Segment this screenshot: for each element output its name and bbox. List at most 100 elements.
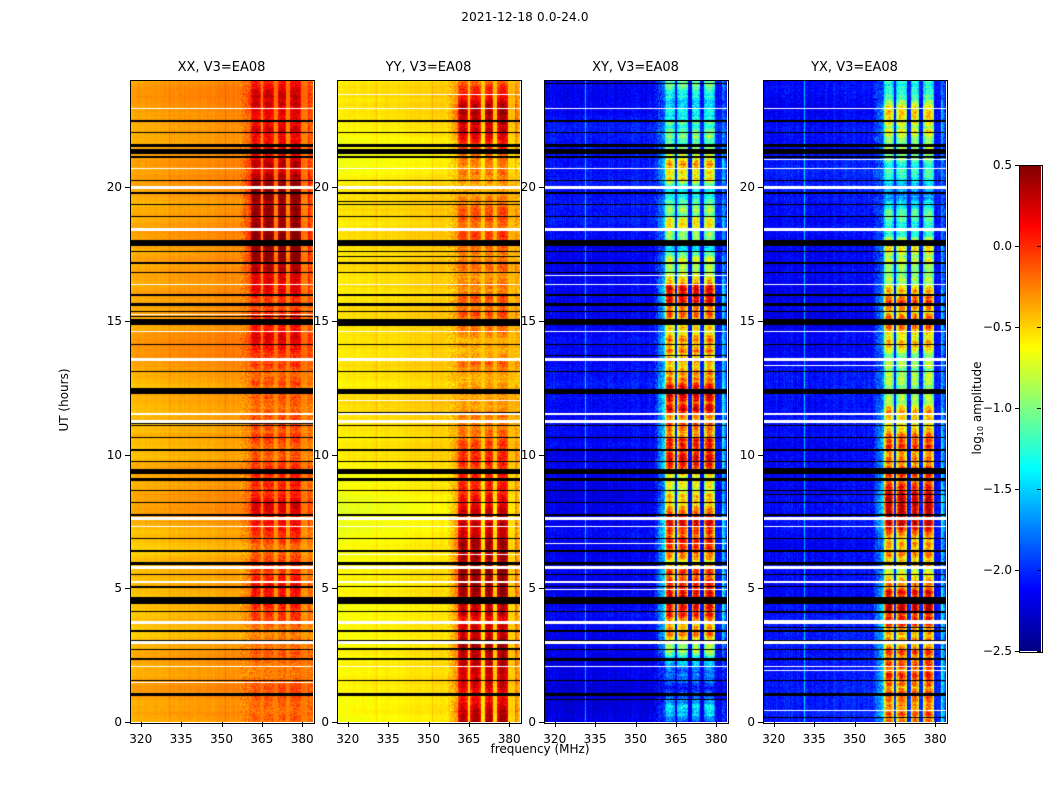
- x-tick-label: 380: [704, 732, 728, 746]
- colorbar-tick: [1015, 408, 1019, 409]
- y-tick: [125, 454, 130, 456]
- panel-yx[interactable]: YX, V3=EA08 320 335 350 365 380 0 5 10 15 20: [740, 60, 948, 746]
- colorbar-tick-label: −1.5: [982, 482, 1012, 496]
- x-axis-label: frequency (MHz): [490, 742, 590, 756]
- x-tick: [716, 722, 718, 727]
- y-tick: [758, 454, 763, 456]
- colorbar-tick-label: −2.5: [982, 644, 1012, 658]
- y-tick-label: 20: [313, 180, 329, 194]
- y-tick-label: 20: [739, 180, 755, 194]
- x-tick-label: 350: [624, 732, 647, 746]
- y-tick-label: 0: [321, 715, 329, 729]
- x-tick-label: 380: [923, 732, 947, 746]
- x-tick-label: 320: [129, 732, 153, 746]
- colorbar-label-prefix: log: [970, 436, 984, 455]
- x-tick-label: 320: [336, 732, 360, 746]
- colorbar-label-suffix: amplitude: [970, 361, 984, 426]
- x-tick: [388, 722, 390, 727]
- colorbar-tick-label: −0.5: [982, 320, 1012, 334]
- y-tick-label: 5: [321, 581, 329, 596]
- y-tick-label: 15: [739, 313, 755, 328]
- y-tick: [332, 320, 337, 322]
- y-tick-label: 20: [106, 180, 122, 194]
- colorbar-tick: [1015, 570, 1019, 571]
- heatmap-yx: [763, 80, 946, 722]
- figure-suptitle: 2021-12-18 0.0-24.0: [461, 10, 589, 24]
- y-tick: [539, 588, 544, 590]
- colorbar-tick-inner: [1037, 651, 1041, 652]
- x-tick-label: 320: [543, 732, 567, 746]
- x-tick-label: 350: [843, 732, 866, 746]
- colorbar-tick-inner: [1037, 165, 1041, 166]
- y-tick-label: 0: [747, 715, 755, 729]
- y-tick-label: 15: [313, 313, 329, 328]
- x-tick: [468, 722, 470, 727]
- y-tick-label: 0: [114, 715, 122, 729]
- y-tick-label: 20: [520, 180, 536, 194]
- x-tick-label: 350: [417, 732, 440, 746]
- x-tick: [181, 722, 183, 727]
- x-tick: [140, 722, 142, 727]
- panel-xx[interactable]: XX, V3=EA08 320 335 350 365 380 0 5 10 15 20: [107, 60, 315, 746]
- colorbar-tick: [1015, 489, 1019, 490]
- x-tick-label: 365: [664, 732, 688, 746]
- colorbar[interactable]: −2.5 −2.0 −1.5 −1.0 −0.5 0.0 0.5: [983, 158, 1043, 658]
- colorbar-tick-label: 0.0: [992, 239, 1012, 253]
- colorbar-label-subscript: 10: [976, 425, 985, 437]
- colorbar-tick-label: −1.0: [982, 401, 1012, 415]
- y-tick-label: 5: [114, 581, 122, 596]
- x-tick: [595, 722, 597, 727]
- x-tick: [635, 722, 637, 727]
- x-tick: [509, 722, 511, 727]
- x-tick: [347, 722, 349, 727]
- heatmap-xx: [130, 80, 313, 722]
- y-tick: [332, 588, 337, 590]
- y-tick-label: 10: [313, 447, 329, 462]
- y-tick: [758, 722, 763, 723]
- y-tick: [539, 320, 544, 322]
- panel-title-xx: XX, V3=EA08: [177, 60, 266, 75]
- colorbar-tick-inner: [1037, 489, 1041, 490]
- y-tick: [332, 454, 337, 456]
- x-tick: [894, 722, 896, 727]
- x-tick: [854, 722, 856, 727]
- x-tick: [428, 722, 430, 727]
- x-tick: [675, 722, 677, 727]
- x-tick: [221, 722, 223, 727]
- y-tick-label: 5: [747, 581, 755, 596]
- y-tick: [332, 187, 337, 188]
- y-axis-label: UT (hours): [57, 368, 71, 432]
- y-tick: [332, 722, 337, 723]
- heatmap-xy: [544, 80, 727, 722]
- y-tick: [758, 588, 763, 590]
- y-tick: [539, 454, 544, 456]
- y-tick: [125, 320, 130, 322]
- panel-title-yy: YY, V3=EA08: [385, 60, 472, 75]
- y-tick-label: 15: [520, 313, 536, 328]
- panel-yy[interactable]: YY, V3=EA08 320 335 350 365 380 0 5 10 15 20: [314, 60, 522, 746]
- colorbar-tick: [1015, 651, 1019, 652]
- y-tick: [539, 187, 544, 188]
- y-tick-label: 10: [106, 447, 122, 462]
- x-tick-label: 365: [457, 732, 481, 746]
- x-tick-label: 335: [376, 732, 400, 746]
- x-tick-label: 365: [883, 732, 907, 746]
- colorbar-tick-inner: [1037, 327, 1041, 328]
- x-tick: [261, 722, 263, 727]
- colorbar-tick-inner: [1037, 570, 1041, 571]
- x-tick: [302, 722, 304, 727]
- panel-xy[interactable]: XY, V3=EA08 320 335 350 365 380 0 5 10 15 20: [521, 60, 729, 746]
- y-tick-label: 5: [528, 581, 536, 596]
- colorbar-tick: [1015, 165, 1019, 166]
- y-tick: [125, 588, 130, 590]
- x-tick: [773, 722, 775, 727]
- x-tick-label: 380: [290, 732, 314, 746]
- colorbar-tick-inner: [1037, 408, 1041, 409]
- y-tick: [125, 722, 130, 723]
- colorbar-gradient: [1019, 165, 1041, 651]
- x-tick-label: 380: [497, 732, 521, 746]
- x-tick-label: 320: [762, 732, 786, 746]
- y-tick-label: 0: [528, 715, 536, 729]
- y-tick-label: 10: [520, 447, 536, 462]
